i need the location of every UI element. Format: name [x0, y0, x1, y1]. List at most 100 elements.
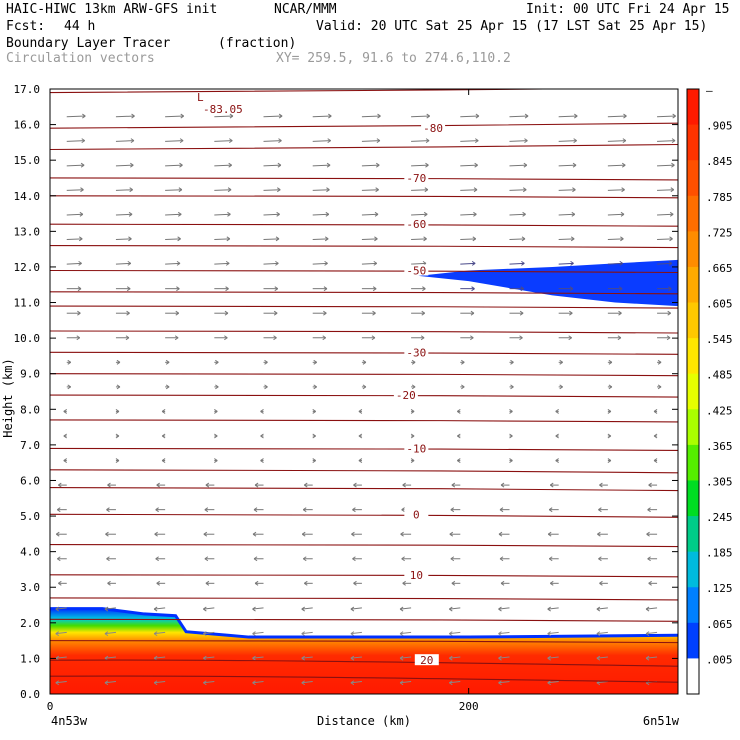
circulation-vector-head [522, 187, 527, 193]
circulation-vector-head [130, 138, 135, 144]
circulation-vector [165, 213, 182, 216]
circulation-vector-head [617, 335, 622, 341]
fcst-value: 44 h [64, 19, 96, 34]
circulation-vector-head [401, 507, 405, 513]
circulation-vector-head [264, 359, 268, 365]
field-name: Boundary Layer Tracer [6, 36, 171, 51]
circulation-vector-head [328, 113, 332, 119]
circulation-vector [66, 213, 83, 216]
circulation-vector-head [362, 359, 367, 365]
circulation-vector-head [77, 310, 81, 316]
circulation-vector [165, 164, 183, 167]
circulation-vector-head [203, 531, 208, 537]
colorbar-swatch [687, 160, 699, 197]
circulation-vector [263, 164, 281, 167]
y-tick-label: 13.0 [14, 225, 41, 238]
circulation-vector [400, 681, 412, 684]
colorbar-swatch [687, 622, 699, 659]
circulation-vector [214, 189, 232, 191]
circulation-vector-head [253, 556, 258, 562]
circulation-vector-head [572, 187, 576, 193]
circulation-vector-head [399, 606, 404, 612]
colorbar-label: .125 [706, 582, 733, 595]
circulation-vector-head [519, 335, 523, 341]
circulation-vector [361, 164, 380, 167]
circulation-vector-head [76, 335, 81, 341]
isotherm-label-bg [404, 218, 429, 230]
right-endpoint-label: 6n51w [643, 714, 680, 728]
circulation-vector-head [653, 433, 658, 439]
colorbar-label: .725 [706, 226, 733, 239]
y-tick-label: 14.0 [14, 190, 41, 203]
circulation-vector-head [422, 286, 426, 292]
circulation-vector [449, 656, 461, 659]
circulation-vector-head [273, 310, 278, 316]
circulation-vector-head [78, 260, 82, 266]
circulation-vector-head [509, 433, 513, 439]
circulation-vector [66, 262, 82, 265]
circulation-vector-head [67, 384, 72, 390]
x-tick-label: 200 [459, 700, 479, 713]
circulation-vector-head [229, 138, 233, 144]
circulation-vector [203, 681, 215, 684]
circulation-vector [66, 164, 85, 167]
y-tick-label: 8.0 [20, 403, 40, 416]
circulation-vector-head [569, 286, 574, 292]
circulation-vector-head [399, 655, 404, 661]
circulation-vector [607, 189, 625, 191]
circulation-vector [657, 238, 673, 241]
circulation-vector-head [426, 113, 430, 119]
circulation-vector-head [312, 409, 316, 414]
circulation-vector [558, 115, 578, 118]
circulation-vector [596, 656, 608, 659]
circulation-vector-head [161, 409, 166, 414]
circulation-vector [411, 238, 427, 241]
isotherm-line [50, 351, 678, 355]
circulation-vector-head [214, 458, 218, 463]
circulation-vector-head [547, 680, 551, 686]
isotherm-line [50, 244, 678, 249]
circulation-vector-head [559, 384, 563, 390]
circulation-vector-head [648, 482, 652, 488]
circulation-vector [104, 631, 116, 635]
circulation-vector-head [252, 531, 257, 537]
circulation-vector [115, 115, 135, 118]
circulation-vector [115, 262, 131, 265]
circulation-vector [301, 631, 313, 635]
circulation-vector-head [350, 631, 355, 637]
circulation-vector [252, 607, 264, 610]
circulation-vector [596, 681, 608, 684]
isotherm-line [50, 223, 678, 227]
circulation-vector [607, 164, 626, 167]
circulation-vector [301, 607, 313, 610]
circulation-vector [498, 656, 510, 659]
circulation-vector-head [596, 606, 601, 612]
isotherm-line [50, 447, 678, 451]
circulation-vector [165, 189, 182, 191]
isotherm-line [50, 659, 678, 667]
circulation-vector-head [301, 655, 305, 661]
circulation-vector [361, 262, 377, 265]
circulation-vector-head [425, 138, 430, 144]
circulation-vector-head [350, 680, 355, 686]
circulation-vector [55, 631, 67, 635]
circulation-vector-head [648, 580, 652, 586]
circulation-vector-head [353, 482, 357, 488]
circulation-vector-head [304, 580, 308, 586]
circulation-vector-head [420, 335, 425, 341]
circulation-vector [350, 681, 362, 684]
circulation-vector-head [498, 606, 502, 612]
circulation-vector [312, 164, 331, 167]
circulation-vector-head [646, 531, 650, 537]
circulation-vector-head [116, 359, 121, 365]
circulation-vector-head [215, 359, 219, 365]
circulation-vector-head [126, 310, 130, 316]
y-tick-label: 7.0 [20, 439, 40, 452]
circulation-vector-head [313, 384, 317, 390]
circulation-vector-head [350, 606, 355, 612]
circulation-vector-head [647, 507, 651, 513]
circulation-vector [400, 656, 412, 659]
y-tick-label: 9.0 [20, 368, 40, 381]
circulation-vector-head [607, 433, 612, 439]
circulation-vector-head [214, 433, 218, 439]
